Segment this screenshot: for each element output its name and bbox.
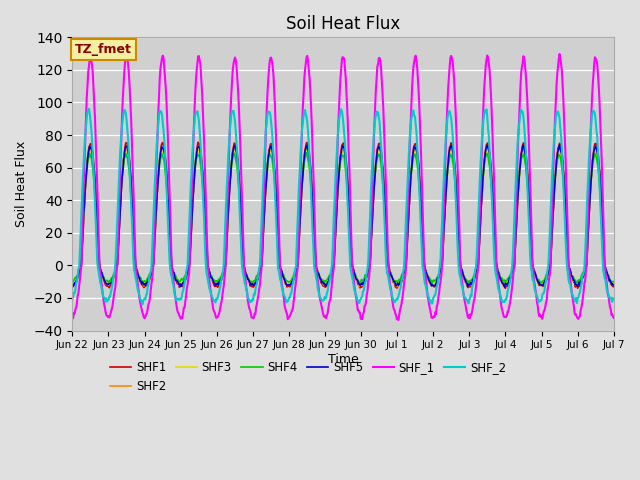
SHF2 [393,284,401,289]
SHF5 [425,276,433,282]
SHF2 [218,276,225,281]
SHF3 [610,280,618,286]
Line: SHF_2: SHF_2 [72,109,614,304]
Line: SHF1: SHF1 [72,142,614,288]
SHF3 [190,182,198,188]
SHF_2 [610,296,618,301]
SHF1 [610,284,618,289]
SHF1 [502,286,509,291]
SHF5 [189,196,196,202]
SHF5 [500,284,508,290]
Line: SHF5: SHF5 [72,145,614,287]
SHF2 [426,279,434,285]
SHF2 [134,272,141,277]
Line: SHF2: SHF2 [72,147,614,287]
Line: SHF4: SHF4 [72,153,614,283]
Line: SHF3: SHF3 [72,150,614,285]
SHF4 [573,280,580,286]
SHF_2 [426,299,434,305]
SHF2 [68,282,76,288]
X-axis label: Time: Time [328,353,358,366]
SHF_1 [134,283,141,288]
SHF_1 [68,316,76,322]
SHF3 [219,270,227,276]
SHF4 [78,237,86,242]
SHF_2 [135,289,143,295]
SHF4 [410,154,417,160]
SHF_1 [426,303,433,309]
SHF4 [68,279,76,285]
SHF5 [409,152,417,158]
SHF1 [195,139,202,145]
SHF4 [189,195,196,201]
SHF_2 [410,113,418,119]
SHF3 [104,282,111,288]
SHF1 [134,271,141,276]
SHF_1 [395,317,403,323]
SHF1 [78,248,86,253]
SHF5 [134,271,141,277]
SHF5 [610,282,618,288]
SHF2 [339,144,346,150]
SHF_2 [78,190,86,196]
SHF_1 [556,51,563,57]
SHF3 [68,280,76,286]
SHF_2 [85,106,93,112]
SHF3 [135,273,143,279]
SHF3 [410,149,418,155]
SHF5 [218,275,225,281]
Legend: SHF1, SHF2, SHF3, SHF4, SHF5, SHF_1, SHF_2: SHF1, SHF2, SHF3, SHF4, SHF5, SHF_1, SHF… [106,357,511,398]
Text: TZ_fmet: TZ_fmet [75,43,132,56]
SHF4 [134,272,141,277]
SHF3 [426,279,434,285]
Title: Soil Heat Flux: Soil Heat Flux [286,15,400,33]
SHF2 [410,147,418,153]
SHF3 [195,147,202,153]
SHF5 [68,284,76,289]
SHF4 [610,279,618,285]
SHF2 [189,194,196,200]
SHF_1 [78,234,86,240]
SHF2 [78,242,86,248]
SHF5 [556,142,563,148]
SHF2 [610,281,618,287]
SHF1 [218,276,226,281]
SHF4 [303,150,310,156]
SHF_1 [189,153,196,158]
SHF_1 [218,299,225,305]
SHF1 [68,283,76,289]
SHF_2 [219,268,227,274]
SHF4 [218,274,225,279]
SHF1 [410,146,417,152]
SHF1 [189,199,196,205]
SHF5 [78,243,86,249]
SHF_2 [191,121,198,127]
SHF4 [426,275,433,280]
SHF_1 [610,315,618,321]
SHF1 [426,277,433,283]
SHF3 [78,236,86,242]
SHF_1 [410,64,417,70]
Y-axis label: Soil Heat Flux: Soil Heat Flux [15,141,28,227]
SHF_2 [139,301,147,307]
Line: SHF_1: SHF_1 [72,54,614,320]
SHF_2 [68,296,76,302]
